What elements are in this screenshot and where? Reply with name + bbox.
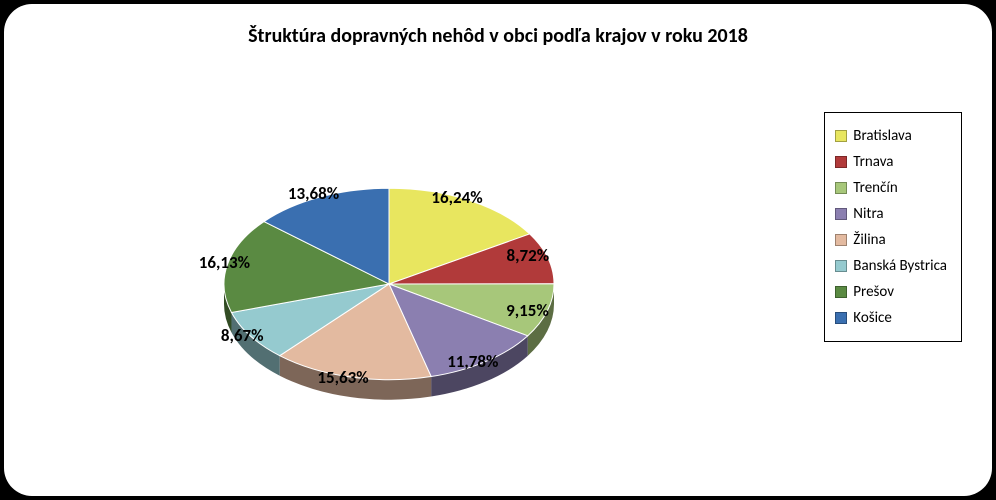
legend-swatch bbox=[835, 130, 847, 142]
legend-label: Košice bbox=[853, 309, 892, 327]
slice-label: 15,63% bbox=[317, 367, 368, 388]
legend-label: Prešov bbox=[853, 283, 894, 301]
chart-title: Štruktúra dopravných nehôd v obci podľa … bbox=[4, 24, 992, 48]
slice-label: 16,13% bbox=[199, 252, 250, 273]
legend-item: Bratislava bbox=[835, 123, 947, 149]
legend-item: Trnava bbox=[835, 149, 947, 175]
pie-chart: 16,24% 8,72% 9,15% 11,78% 15,63% 8,67% 16,13% 1… bbox=[4, 59, 764, 489]
legend-swatch bbox=[835, 234, 847, 246]
legend-label: Trenčín bbox=[853, 179, 897, 197]
legend-swatch bbox=[835, 156, 847, 168]
slice-label: 11,78% bbox=[447, 351, 498, 372]
legend-label: Trnava bbox=[853, 153, 893, 171]
legend-item: Nitra bbox=[835, 201, 947, 227]
legend-item: Žilina bbox=[835, 227, 947, 253]
legend-item: Prešov bbox=[835, 279, 947, 305]
slice-label: 16,24% bbox=[431, 187, 482, 208]
legend-label: Banská Bystrica bbox=[853, 257, 947, 275]
slice-label: 8,67% bbox=[221, 325, 264, 346]
legend-label: Nitra bbox=[853, 205, 883, 223]
legend-swatch bbox=[835, 208, 847, 220]
legend-swatch bbox=[835, 260, 847, 272]
chart-frame: Štruktúra dopravných nehôd v obci podľa … bbox=[4, 4, 992, 496]
slice-label: 9,15% bbox=[506, 300, 549, 321]
legend-label: Bratislava bbox=[853, 127, 911, 145]
slice-label: 13,68% bbox=[288, 183, 339, 204]
legend-item: Banská Bystrica bbox=[835, 253, 947, 279]
legend-swatch bbox=[835, 182, 847, 194]
legend-item: Trenčín bbox=[835, 175, 947, 201]
legend: Bratislava Trnava Trenčín Nitra Žilina Banská… bbox=[824, 112, 962, 342]
legend-label: Žilina bbox=[853, 231, 885, 249]
legend-item: Košice bbox=[835, 305, 947, 331]
slice-label: 8,72% bbox=[507, 245, 550, 266]
legend-swatch bbox=[835, 286, 847, 298]
legend-swatch bbox=[835, 312, 847, 324]
